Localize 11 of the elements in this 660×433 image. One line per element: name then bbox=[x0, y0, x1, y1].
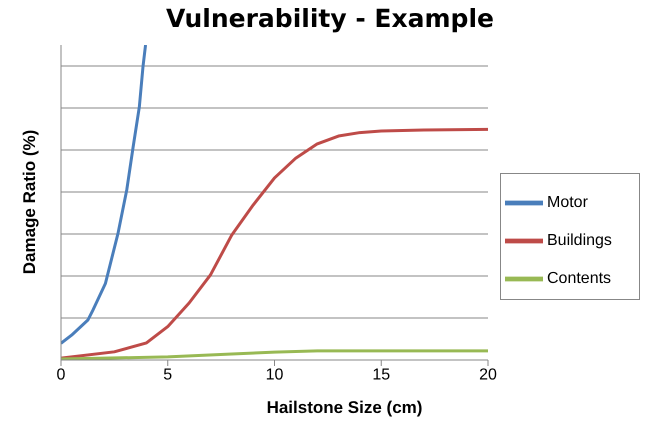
legend-label: Buildings bbox=[547, 232, 612, 250]
x-tick-label: 0 bbox=[56, 366, 66, 384]
x-tick-label: 20 bbox=[479, 366, 497, 384]
x-tick-label: 5 bbox=[163, 366, 172, 384]
x-tick-label: 10 bbox=[266, 366, 284, 384]
chart-title: Vulnerability - Example bbox=[165, 4, 495, 33]
x-tick-label: 15 bbox=[372, 366, 390, 384]
y-axis-title: Damage Ratio (%) bbox=[20, 130, 40, 274]
legend-label: Motor bbox=[547, 194, 588, 212]
x-axis-title: Hailstone Size (cm) bbox=[266, 398, 424, 418]
legend-label: Contents bbox=[547, 270, 612, 288]
